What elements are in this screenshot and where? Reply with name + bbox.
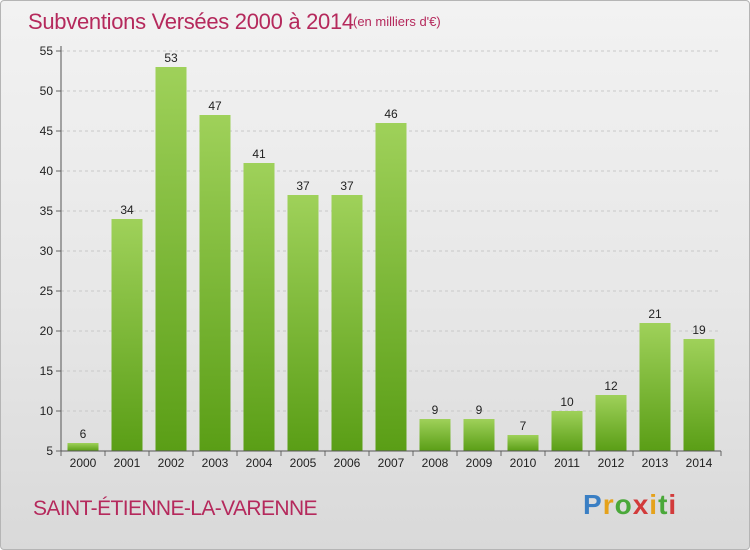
x-tick-label: 2005 <box>290 456 317 470</box>
bar <box>595 395 627 451</box>
x-tick-label: 2001 <box>114 456 141 470</box>
bar <box>551 411 583 451</box>
x-tick-label: 2010 <box>510 456 537 470</box>
y-tick-label: 55 <box>40 44 54 58</box>
y-tick-label: 30 <box>40 244 54 258</box>
bar <box>199 115 231 451</box>
x-tick-label: 2002 <box>158 456 185 470</box>
data-label: 10 <box>560 395 574 409</box>
y-tick-label: 50 <box>40 84 54 98</box>
y-tick-label: 35 <box>40 204 54 218</box>
data-label: 34 <box>120 203 134 217</box>
y-tick-label: 45 <box>40 124 54 138</box>
data-label: 9 <box>432 403 439 417</box>
data-label: 12 <box>604 379 618 393</box>
y-tick-label: 20 <box>40 324 54 338</box>
x-tick-label: 2007 <box>378 456 405 470</box>
data-label: 41 <box>252 147 266 161</box>
bar <box>463 419 495 451</box>
proxiti-logo: Proxiti <box>583 489 678 520</box>
bar <box>243 163 275 451</box>
y-tick-label: 15 <box>40 364 54 378</box>
bar <box>375 123 407 451</box>
bar <box>331 195 363 451</box>
y-tick-label: 40 <box>40 164 54 178</box>
bar <box>419 419 451 451</box>
x-tick-label: 2003 <box>202 456 229 470</box>
bar <box>67 443 99 451</box>
bar <box>155 67 187 451</box>
data-label: 6 <box>80 427 87 441</box>
y-tick-label: 10 <box>40 404 54 418</box>
data-label: 19 <box>692 323 706 337</box>
x-tick-label: 2011 <box>554 456 580 470</box>
bar <box>639 323 671 451</box>
x-tick-label: 2008 <box>422 456 449 470</box>
data-label: 37 <box>340 179 354 193</box>
x-tick-label: 2009 <box>466 456 493 470</box>
data-label: 37 <box>296 179 310 193</box>
data-label: 53 <box>164 51 178 65</box>
labels: 5 10 15 20 25 30 35 40 45 50 55 6 2000 34 2001 53 2002 47… <box>40 44 713 470</box>
data-label: 9 <box>476 403 483 417</box>
data-label: 46 <box>384 107 398 121</box>
x-tick-label: 2014 <box>686 456 713 470</box>
y-tick-label: 25 <box>40 284 54 298</box>
bar <box>111 219 143 451</box>
bar <box>507 435 539 451</box>
axes <box>56 46 722 456</box>
x-tick-label: 2013 <box>642 456 669 470</box>
x-tick-label: 2012 <box>598 456 625 470</box>
y-tick-label: 5 <box>46 444 53 458</box>
bar <box>287 195 319 451</box>
chart-title: Subventions Versées 2000 à 2014 <box>28 9 354 34</box>
x-tick-label: 2000 <box>70 456 97 470</box>
data-label: 21 <box>648 307 662 321</box>
chart-subtitle: (en milliers d'€) <box>353 14 441 29</box>
data-label: 7 <box>520 419 527 433</box>
data-label: 47 <box>208 99 222 113</box>
x-tick-label: 2004 <box>246 456 273 470</box>
commune-name: SAINT-ÉTIENNE-LA-VARENNE <box>33 497 318 520</box>
bars <box>67 67 715 451</box>
x-tick-label: 2006 <box>334 456 361 470</box>
bar <box>683 339 715 451</box>
